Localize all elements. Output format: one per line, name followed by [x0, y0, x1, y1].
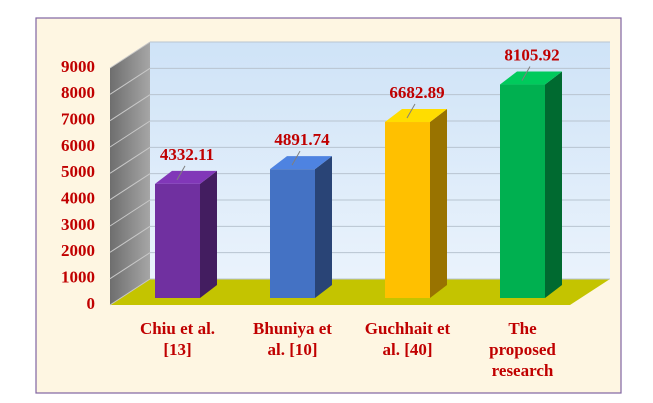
bar	[155, 183, 200, 298]
y-tick-label: 2000	[61, 241, 95, 260]
bar-side	[200, 170, 217, 298]
bar-top	[500, 71, 562, 85]
grid-line	[109, 67, 151, 95]
bar	[385, 122, 430, 298]
bar-side	[430, 109, 447, 298]
x-tick-label: The proposed research	[489, 319, 556, 380]
y-tick-label: 5000	[61, 162, 95, 181]
x-tick-label: Guchhait et al. [40]	[364, 319, 451, 359]
value-label: 4332.11	[160, 145, 214, 164]
x-tick-label: Chiu et al. [13]	[139, 319, 216, 359]
leader-line	[521, 66, 531, 81]
y-tick-label: 6000	[61, 136, 95, 155]
leader-line	[176, 165, 186, 181]
y-tick-label: 1000	[61, 268, 95, 287]
grid-line	[109, 225, 151, 253]
floor	[110, 279, 610, 305]
bar-top	[155, 170, 217, 184]
y-tick-label: 8000	[61, 83, 95, 102]
leader-line	[406, 103, 416, 119]
bar-side	[315, 156, 332, 298]
leader-line	[291, 150, 301, 166]
bar-top	[270, 156, 332, 170]
grid-line	[109, 252, 151, 280]
grid-line	[109, 41, 151, 69]
x-tick-label: Bhuniya et al. [10]	[253, 319, 332, 359]
y-tick-label: 9000	[61, 57, 95, 76]
grid-line	[109, 199, 151, 227]
value-label: 8105.92	[504, 45, 559, 64]
y-tick-label: 0	[87, 294, 96, 313]
y-tick-label: 4000	[61, 189, 95, 208]
bar-top	[385, 109, 447, 123]
y-tick-label: 3000	[61, 215, 95, 234]
grid-line	[109, 278, 151, 306]
value-label: 4891.74	[274, 130, 330, 149]
side-wall	[110, 42, 150, 305]
bar	[500, 84, 545, 299]
grid-line	[109, 120, 151, 148]
bar-side	[545, 71, 562, 299]
value-label: 6682.89	[389, 83, 444, 102]
grid-line	[109, 94, 151, 122]
grid-line	[109, 173, 151, 201]
grid-line	[109, 146, 151, 174]
bar	[270, 169, 315, 298]
y-tick-label: 7000	[61, 110, 95, 129]
